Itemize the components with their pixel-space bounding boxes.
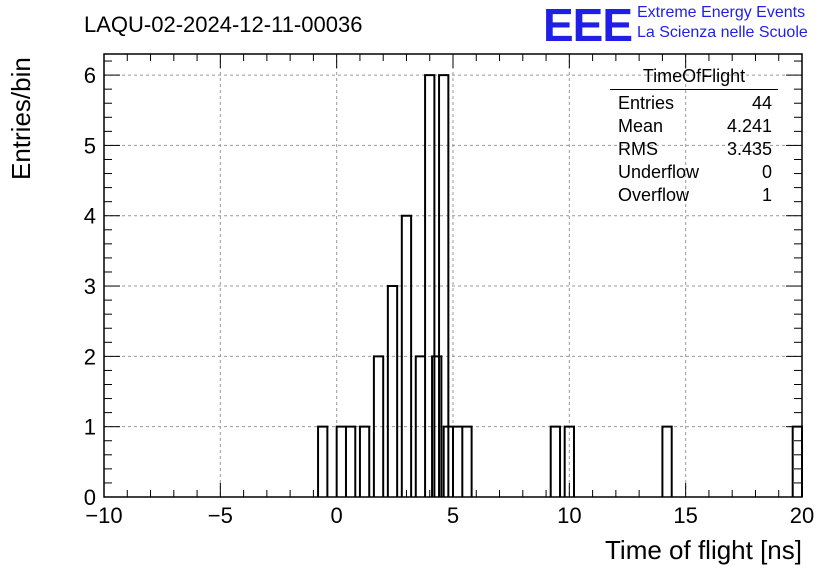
stats-label: Mean (618, 116, 664, 136)
stats-label: Underflow (618, 162, 700, 182)
y-axis-label: Entries/bin (6, 57, 36, 180)
x-tick-label: 0 (331, 503, 343, 528)
eee-logo: EEE (543, 0, 633, 51)
y-tick-label: 1 (84, 415, 96, 440)
stats-row: Overflow 1 (610, 184, 778, 207)
stats-label: RMS (618, 139, 658, 159)
stats-value: 0 (761, 162, 772, 182)
stats-row: Entries 44 (610, 92, 778, 115)
stats-title: TimeOfFlight (610, 66, 778, 90)
logo-subtitle-2: La Scienza nelle Scuole (637, 24, 808, 41)
x-tick-label: 10 (557, 503, 581, 528)
run-title: LAQU-02-2024-12-11-00036 (84, 12, 363, 37)
histogram-bar (551, 427, 560, 497)
stats-label: Overflow (618, 185, 690, 205)
histogram-outline (317, 74, 803, 497)
y-tick-label: 0 (84, 485, 96, 510)
x-tick-label: 15 (673, 503, 697, 528)
stats-label: Entries (618, 93, 675, 113)
logo-subtitle-1: Extreme Energy Events (637, 4, 806, 21)
stats-value: 4.241 (726, 116, 772, 136)
stats-value: 1 (761, 185, 772, 205)
y-tick-label: 5 (84, 133, 96, 158)
histogram-bar (662, 427, 671, 497)
x-tick-label: 20 (790, 503, 814, 528)
y-tick-label: 2 (84, 344, 96, 369)
histogram-bar (793, 427, 802, 497)
histogram-bar (462, 427, 471, 497)
histogram-bar (388, 286, 397, 497)
y-tick-label: 3 (84, 274, 96, 299)
x-tick-label: −10 (85, 503, 122, 528)
stats-value: 3.435 (726, 139, 772, 159)
x-axis-label: Time of flight [ns] (605, 535, 802, 565)
y-tick-label: 4 (84, 204, 96, 229)
histogram-bar (337, 427, 346, 497)
histogram-bar (346, 427, 355, 497)
histogram-bar (360, 427, 369, 497)
stats-box: TimeOfFlight Entries 44 Mean 4.241 RMS 3… (610, 66, 778, 207)
y-tick-label: 6 (84, 63, 96, 88)
stats-row: Underflow 0 (610, 161, 778, 184)
stats-row: Mean 4.241 (610, 115, 778, 138)
stats-row: RMS 3.435 (610, 138, 778, 161)
stats-value: 44 (751, 93, 772, 113)
x-tick-label: −5 (208, 503, 233, 528)
histogram-bar (318, 427, 327, 497)
histogram-bar (453, 427, 462, 497)
x-tick-label: 5 (447, 503, 459, 528)
